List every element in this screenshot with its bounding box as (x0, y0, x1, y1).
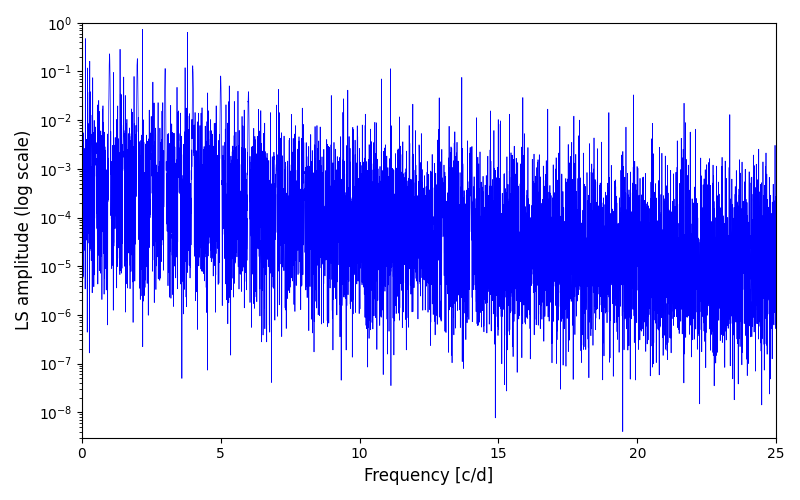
X-axis label: Frequency [c/d]: Frequency [c/d] (364, 467, 494, 485)
Y-axis label: LS amplitude (log scale): LS amplitude (log scale) (15, 130, 33, 330)
